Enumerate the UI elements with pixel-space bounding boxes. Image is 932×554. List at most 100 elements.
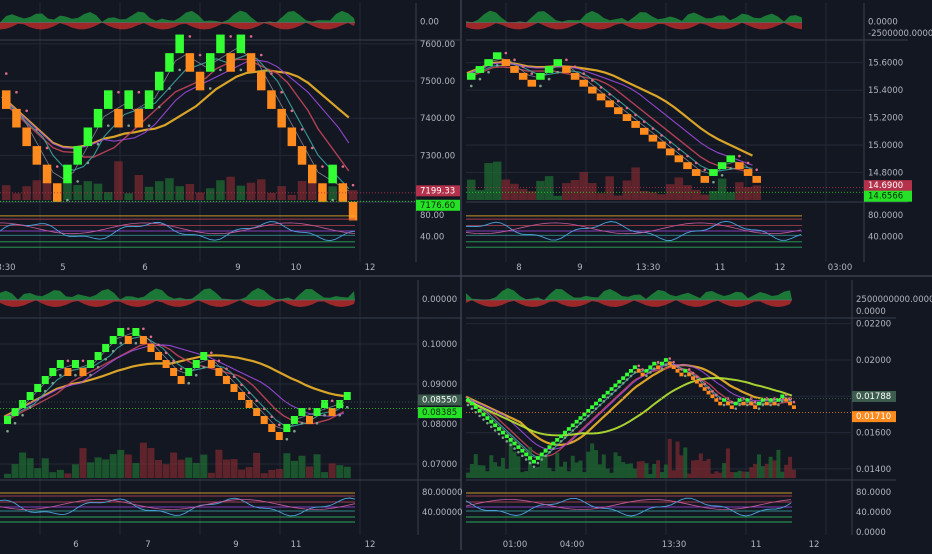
volume-bar bbox=[553, 195, 562, 200]
volume-bar bbox=[743, 187, 753, 200]
volume-bar bbox=[22, 186, 31, 200]
volume-bar bbox=[582, 472, 587, 478]
volume-bar bbox=[757, 454, 761, 478]
volume-bar bbox=[192, 462, 200, 478]
volume-bar bbox=[139, 442, 147, 478]
parabolic-sar-dot bbox=[625, 106, 629, 110]
oscillator-tick-label: 2500000000.0000 bbox=[856, 295, 932, 305]
parabolic-sar-dot bbox=[792, 400, 796, 404]
renko-brick-up bbox=[512, 441, 517, 446]
renko-brick-down bbox=[207, 360, 215, 368]
volume-bar bbox=[87, 462, 95, 478]
renko-brick-up bbox=[648, 365, 653, 370]
parabolic-sar-dot bbox=[699, 378, 703, 382]
parabolic-sar-dot bbox=[539, 84, 542, 88]
volume-bar bbox=[206, 188, 215, 200]
renko-brick-down bbox=[588, 86, 597, 94]
parabolic-sar-dot bbox=[755, 168, 758, 172]
time-axis-label: 6 bbox=[73, 540, 78, 550]
renko-brick-down bbox=[648, 134, 658, 142]
volume-bar bbox=[725, 448, 730, 478]
parabolic-sar-dot bbox=[780, 400, 784, 403]
parabolic-sar-dot bbox=[517, 450, 520, 454]
volume-bar bbox=[328, 186, 337, 200]
volume-bar bbox=[257, 179, 266, 200]
parabolic-sar-dot bbox=[552, 447, 555, 450]
renko-brick-down bbox=[268, 424, 276, 432]
volume-bar bbox=[709, 190, 718, 200]
renko-brick-down bbox=[297, 146, 307, 165]
volume-bar bbox=[674, 177, 684, 200]
volume-bar bbox=[508, 440, 513, 478]
renko-brick-down bbox=[275, 432, 283, 440]
renko-brick-up bbox=[613, 383, 618, 388]
renko-brick-up bbox=[104, 90, 113, 109]
renko-brick-up bbox=[94, 352, 102, 360]
parabolic-sar-dot bbox=[660, 134, 663, 137]
volume-bar bbox=[605, 176, 614, 200]
oscillator-positive-area bbox=[0, 10, 355, 23]
renko-brick-up bbox=[500, 430, 505, 435]
volume-bar bbox=[671, 470, 676, 478]
volume-bar bbox=[268, 469, 276, 478]
volume-bar bbox=[348, 190, 358, 200]
parabolic-sar-dot bbox=[4, 72, 8, 75]
parabolic-sar-dot bbox=[341, 165, 345, 168]
moving-average-line bbox=[465, 363, 792, 447]
parabolic-sar-dot bbox=[202, 365, 206, 369]
volume-bar bbox=[551, 471, 556, 478]
parabolic-sar-dot bbox=[96, 365, 100, 369]
parabolic-sar-dot bbox=[618, 385, 621, 389]
renko-brick-down bbox=[79, 368, 87, 376]
moving-average-line bbox=[1, 59, 350, 149]
renko-brick-up bbox=[49, 368, 57, 376]
parabolic-sar-dot bbox=[645, 374, 648, 378]
renko-brick-down bbox=[195, 71, 205, 91]
parabolic-sar-dot bbox=[315, 421, 319, 425]
price-tag-background bbox=[864, 180, 912, 192]
volume-bar bbox=[753, 463, 758, 478]
renko-brick-up bbox=[504, 434, 509, 439]
renko-brick-up bbox=[663, 358, 668, 362]
parabolic-sar-dot bbox=[117, 90, 120, 94]
volume-bar bbox=[275, 468, 283, 478]
parabolic-sar-dot bbox=[633, 371, 637, 374]
renko-brick-down bbox=[753, 405, 758, 409]
parabolic-sar-dot bbox=[563, 436, 567, 439]
parabolic-sar-dot bbox=[198, 53, 202, 57]
price-tag-background bbox=[418, 394, 462, 406]
volume-bar bbox=[109, 454, 117, 478]
volume-bar bbox=[718, 472, 723, 478]
volume-bar bbox=[691, 189, 701, 200]
parabolic-sar-dot bbox=[694, 161, 698, 165]
renko-brick-down bbox=[257, 71, 266, 91]
volume-bar bbox=[117, 449, 125, 478]
price-tick-label: 15.2000 bbox=[868, 114, 903, 124]
volume-bar bbox=[4, 473, 11, 478]
parabolic-sar-dot bbox=[89, 373, 92, 377]
parabolic-sar-dot bbox=[649, 371, 652, 374]
renko-brick-down bbox=[246, 53, 256, 72]
parabolic-sar-dot bbox=[86, 161, 90, 165]
renko-brick-down bbox=[687, 372, 692, 377]
oscillator-negative-area bbox=[466, 22, 802, 30]
parabolic-sar-dot bbox=[239, 68, 243, 72]
price-tag-label: 14.6900 bbox=[868, 181, 903, 191]
renko-brick-down bbox=[691, 169, 701, 176]
volume-bar bbox=[741, 471, 746, 478]
volume-bar bbox=[788, 456, 793, 478]
renko-brick-up bbox=[63, 164, 72, 184]
price-tag-label: 7199.33 bbox=[420, 186, 455, 196]
parabolic-sar-dot bbox=[147, 124, 151, 127]
renko-brick-down bbox=[222, 376, 230, 384]
price-tag-label: 7176.60 bbox=[420, 201, 455, 211]
volume-bar bbox=[215, 449, 223, 478]
price-tick-label: 0.10000 bbox=[422, 340, 457, 350]
volume-bar bbox=[484, 163, 493, 200]
renko-brick-down bbox=[562, 66, 571, 73]
renko-brick-up bbox=[475, 66, 485, 73]
volume-bar bbox=[162, 464, 170, 478]
volume-bar bbox=[543, 456, 548, 478]
volume-bar bbox=[493, 462, 498, 478]
parabolic-sar-dot bbox=[711, 389, 714, 393]
